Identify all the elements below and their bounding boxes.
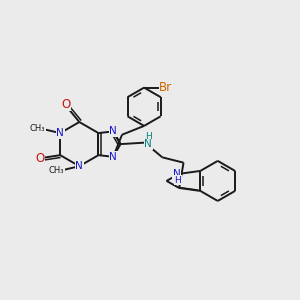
- Text: N: N: [109, 152, 117, 162]
- Text: N: N: [56, 128, 64, 138]
- Text: CH₃: CH₃: [49, 166, 64, 175]
- Text: N: N: [173, 169, 181, 178]
- Text: H: H: [174, 176, 181, 185]
- Text: O: O: [61, 98, 71, 111]
- Text: CH₃: CH₃: [30, 124, 45, 133]
- Text: N: N: [144, 139, 152, 149]
- Text: O: O: [35, 152, 44, 165]
- Text: N: N: [109, 126, 117, 136]
- Text: Br: Br: [159, 81, 172, 94]
- Text: N: N: [76, 161, 83, 171]
- Text: H: H: [145, 132, 152, 141]
